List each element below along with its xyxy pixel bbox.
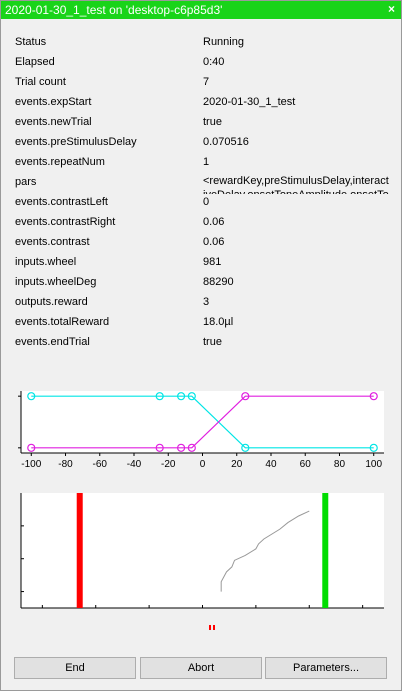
status-row: events.contrastLeft 0 [1,191,391,211]
row-value: 7 [203,76,210,88]
row-value: <rewardKey,preStimulusDelay,interactiveD… [203,175,389,194]
close-icon[interactable]: × [387,2,395,16]
x-tick-label: -40 [127,459,142,470]
status-row: Status Running [1,31,391,51]
x-tick-label: 0 [200,459,206,470]
status-row: events.contrast 0.06 [1,231,391,251]
status-row: events.endTrial true [1,331,391,351]
row-value: 0.06 [203,216,225,228]
data-point [176,392,186,401]
row-key: inputs.wheel [15,256,77,268]
status-row: Elapsed 0:40 [1,51,391,71]
status-row: events.preStimulusDelay 0.070516 [1,131,391,151]
wheel-trace-line [220,510,310,592]
row-key: events.contrastRight [15,216,116,228]
x-tick-label: 80 [334,459,346,470]
x-tick-label: 60 [300,459,312,470]
trial-indicator [209,625,216,630]
x-tick-label: -20 [161,459,176,470]
row-key: events.endTrial [15,336,90,348]
row-value: 0:40 [203,56,225,68]
data-point [27,443,36,452]
data-point [369,443,378,452]
row-key: Elapsed [15,56,55,68]
wheel-trace-chart [20,493,384,609]
row-key: events.totalReward [15,316,110,328]
row-value: 0.06 [203,236,225,248]
status-row: inputs.wheelDeg 88290 [1,271,391,291]
data-point [27,392,36,401]
parameters-button[interactable]: Parameters... [265,657,387,679]
row-value: 0.070516 [203,136,249,148]
end-button[interactable]: End [14,657,136,679]
x-tick-label: 20 [231,459,243,470]
row-value: 981 [203,256,222,268]
status-row: events.repeatNum 1 [1,151,391,171]
row-key: events.contrast [15,236,90,248]
series-line [31,395,374,449]
plot-area [21,391,384,453]
row-key: events.preStimulusDelay [15,136,137,148]
x-tick-label: 40 [265,459,277,470]
indicator-bar-right [213,625,215,630]
row-key: events.contrastLeft [15,196,108,208]
data-point [155,443,164,452]
row-key: events.newTrial [15,116,92,128]
data-point [241,392,250,401]
row-value: true [203,116,222,128]
x-tick-label: -100 [21,459,41,470]
row-key: events.repeatNum [15,156,105,168]
threshold-marker [322,493,329,608]
indicator-bar-left [209,625,211,630]
x-tick-label: -80 [58,459,73,470]
window-title: 2020-01-30_1_test on 'desktop-c6p85d3' [5,3,223,17]
row-value: 1 [203,156,210,168]
status-row: events.contrastRight 0.06 [1,211,391,231]
data-point [369,392,378,401]
row-value: 18.0µl [203,316,234,328]
row-value: 2020-01-30_1_test [203,96,296,108]
plot-area [21,493,384,608]
data-point [155,392,164,401]
status-row: Trial count 7 [1,71,391,91]
x-tick-label: -60 [93,459,108,470]
row-key: pars [15,176,37,188]
data-point [187,392,196,401]
abort-button[interactable]: Abort [140,657,262,679]
row-key: Status [15,36,47,48]
status-row: events.newTrial true [1,111,391,131]
x-tick-label: 100 [365,459,382,470]
data-point [187,443,196,452]
row-key: outputs.reward [15,296,88,308]
status-row: inputs.wheel 981 [1,251,391,271]
status-row: pars <rewardKey,preStimulusDelay,interact… [1,171,391,194]
series-line [31,395,374,449]
psychometric-chart: -100 -80 -60 -40 -20 0 20 40 60 80 100 [18,391,384,470]
row-value: 0 [203,196,210,208]
row-value: 3 [203,296,210,308]
row-value: true [203,336,222,348]
status-row: events.expStart 2020-01-30_1_test [1,91,391,111]
row-key: events.expStart [15,96,92,108]
title-bar[interactable]: 2020-01-30_1_test on 'desktop-c6p85d3' × [1,1,401,19]
row-value: 88290 [203,276,234,288]
row-value: Running [203,36,244,48]
data-point [176,443,186,452]
row-key: inputs.wheelDeg [15,276,97,288]
data-point [241,443,250,452]
row-key: Trial count [15,76,66,88]
threshold-marker [76,493,83,608]
status-row: outputs.reward 3 [1,291,391,311]
status-row: events.totalReward 18.0µl [1,311,391,331]
